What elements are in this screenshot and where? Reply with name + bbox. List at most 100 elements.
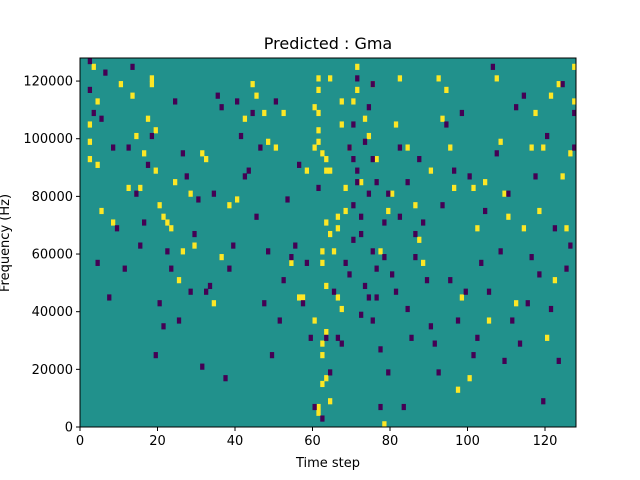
heatmap-cell-high — [111, 219, 116, 226]
heatmap-cell-low — [200, 363, 205, 370]
heatmap-cell-high — [339, 98, 344, 105]
heatmap-cell-high — [386, 207, 391, 215]
heatmap-cell-high — [537, 207, 542, 215]
heatmap-cell-high — [304, 167, 310, 174]
heatmap-cell-low — [463, 288, 468, 295]
heatmap-cells — [80, 58, 577, 428]
heatmap-cell-low — [246, 167, 251, 174]
heatmap-cell-low — [122, 265, 127, 272]
heatmap-cell-low — [351, 236, 356, 243]
heatmap-cell-low — [320, 415, 325, 422]
heatmap-cell-high — [436, 75, 441, 82]
x-tick-label: 60 — [304, 434, 321, 449]
heatmap-cell-low — [359, 213, 364, 220]
heatmap-cell-low — [262, 300, 267, 307]
heatmap-cell-high — [153, 167, 158, 174]
heatmap-cell-high — [320, 340, 325, 347]
heatmap-cell-high — [250, 81, 255, 88]
heatmap-cell-high — [95, 98, 100, 105]
heatmap-cell-low — [483, 207, 488, 215]
heatmap-cell-high — [393, 121, 399, 128]
heatmap-cell-high — [176, 277, 182, 284]
heatmap-cell-high — [378, 248, 383, 255]
heatmap-cell-low — [355, 179, 360, 186]
heatmap-cell-high — [219, 254, 224, 261]
heatmap-cell-low — [273, 98, 279, 105]
heatmap-cell-high — [320, 248, 325, 255]
heatmap-cell-low — [525, 300, 530, 307]
heatmap-cell-high — [428, 167, 434, 174]
x-tick-label: 100 — [455, 434, 480, 449]
heatmap-cell-high — [142, 150, 147, 157]
heatmap-cell-low — [293, 242, 298, 249]
x-axis-label: Time step — [295, 456, 360, 471]
heatmap-cell-low — [223, 375, 228, 382]
heatmap-cell-high — [320, 352, 325, 359]
x-axis: 0 20 40 60 80 100 120 — [76, 427, 558, 449]
heatmap-cell-high — [324, 219, 329, 226]
heatmap-cell-high — [564, 225, 569, 232]
heatmap-cell-low — [572, 109, 577, 117]
heatmap-cell-high — [87, 138, 93, 145]
heatmap-cell-low — [351, 156, 356, 163]
heatmap-cell-high — [486, 317, 492, 324]
axes-frame — [79, 57, 577, 428]
heatmap-cell-low — [401, 403, 406, 411]
heatmap-cell-low — [114, 225, 120, 232]
heatmap-cell-low — [498, 248, 503, 255]
heatmap-cell-high — [397, 75, 403, 82]
x-tick-label: 120 — [533, 434, 558, 449]
heatmap-cell-high — [289, 259, 294, 266]
heatmap-cell-low — [459, 109, 465, 117]
heatmap-cell-low — [359, 311, 364, 318]
heatmap-cell-low — [374, 294, 379, 301]
heatmap-cell-low — [486, 288, 492, 295]
heatmap-cell-low — [436, 369, 441, 376]
heatmap-cell-high — [541, 144, 546, 151]
heatmap-cell-low — [258, 144, 263, 151]
heatmap-cell-low — [277, 317, 282, 324]
heatmap-cell-low — [219, 104, 224, 111]
heatmap-cell-low — [378, 346, 383, 353]
heatmap-cell-high — [331, 248, 337, 255]
heatmap-cell-high — [382, 421, 387, 428]
heatmap-cell-high — [339, 305, 344, 313]
heatmap-cell-high — [316, 127, 321, 134]
x-tick-label: 0 — [76, 434, 84, 449]
heatmap-cell-low — [471, 352, 476, 359]
heatmap-cell-high — [335, 294, 341, 301]
heatmap-cell-low — [386, 190, 391, 197]
heatmap-cell-high — [149, 81, 155, 88]
heatmap-cell-high — [324, 167, 329, 174]
heatmap-cell-low — [103, 69, 108, 76]
heatmap-cell-high — [343, 184, 348, 192]
heatmap-cell-low — [355, 75, 360, 82]
heatmap-cell-high — [316, 409, 321, 416]
heatmap-background — [80, 58, 576, 427]
heatmap-cell-high — [359, 179, 364, 186]
heatmap-cell-low — [548, 305, 554, 313]
heatmap-cell-low — [207, 282, 213, 290]
heatmap-cell-low — [560, 81, 565, 88]
heatmap-cell-high — [235, 196, 240, 203]
heatmap-cell-low — [506, 190, 511, 197]
heatmap-cell-low — [370, 81, 375, 88]
heatmap-cell-low — [397, 213, 403, 220]
heatmap-cell-low — [552, 225, 558, 232]
heatmap-cell-high — [355, 63, 360, 70]
y-tick-label: 0 — [65, 421, 73, 436]
heatmap-cell-high — [335, 213, 341, 220]
heatmap-cell-low — [393, 288, 399, 295]
heatmap-cell-high — [467, 375, 472, 382]
heatmap-cell-low — [149, 132, 155, 140]
heatmap-cell-high — [118, 81, 124, 88]
heatmap-cell-low — [432, 340, 437, 347]
heatmap-cell-low — [335, 334, 341, 341]
heatmap-cell-low — [134, 190, 139, 197]
heatmap-cell-low — [390, 271, 395, 278]
heatmap-cell-low — [281, 277, 286, 284]
heatmap-cell-low — [91, 109, 96, 117]
heatmap-cell-high — [390, 190, 395, 197]
heatmap-cell-high — [405, 144, 410, 151]
heatmap-cell-low — [370, 317, 375, 324]
